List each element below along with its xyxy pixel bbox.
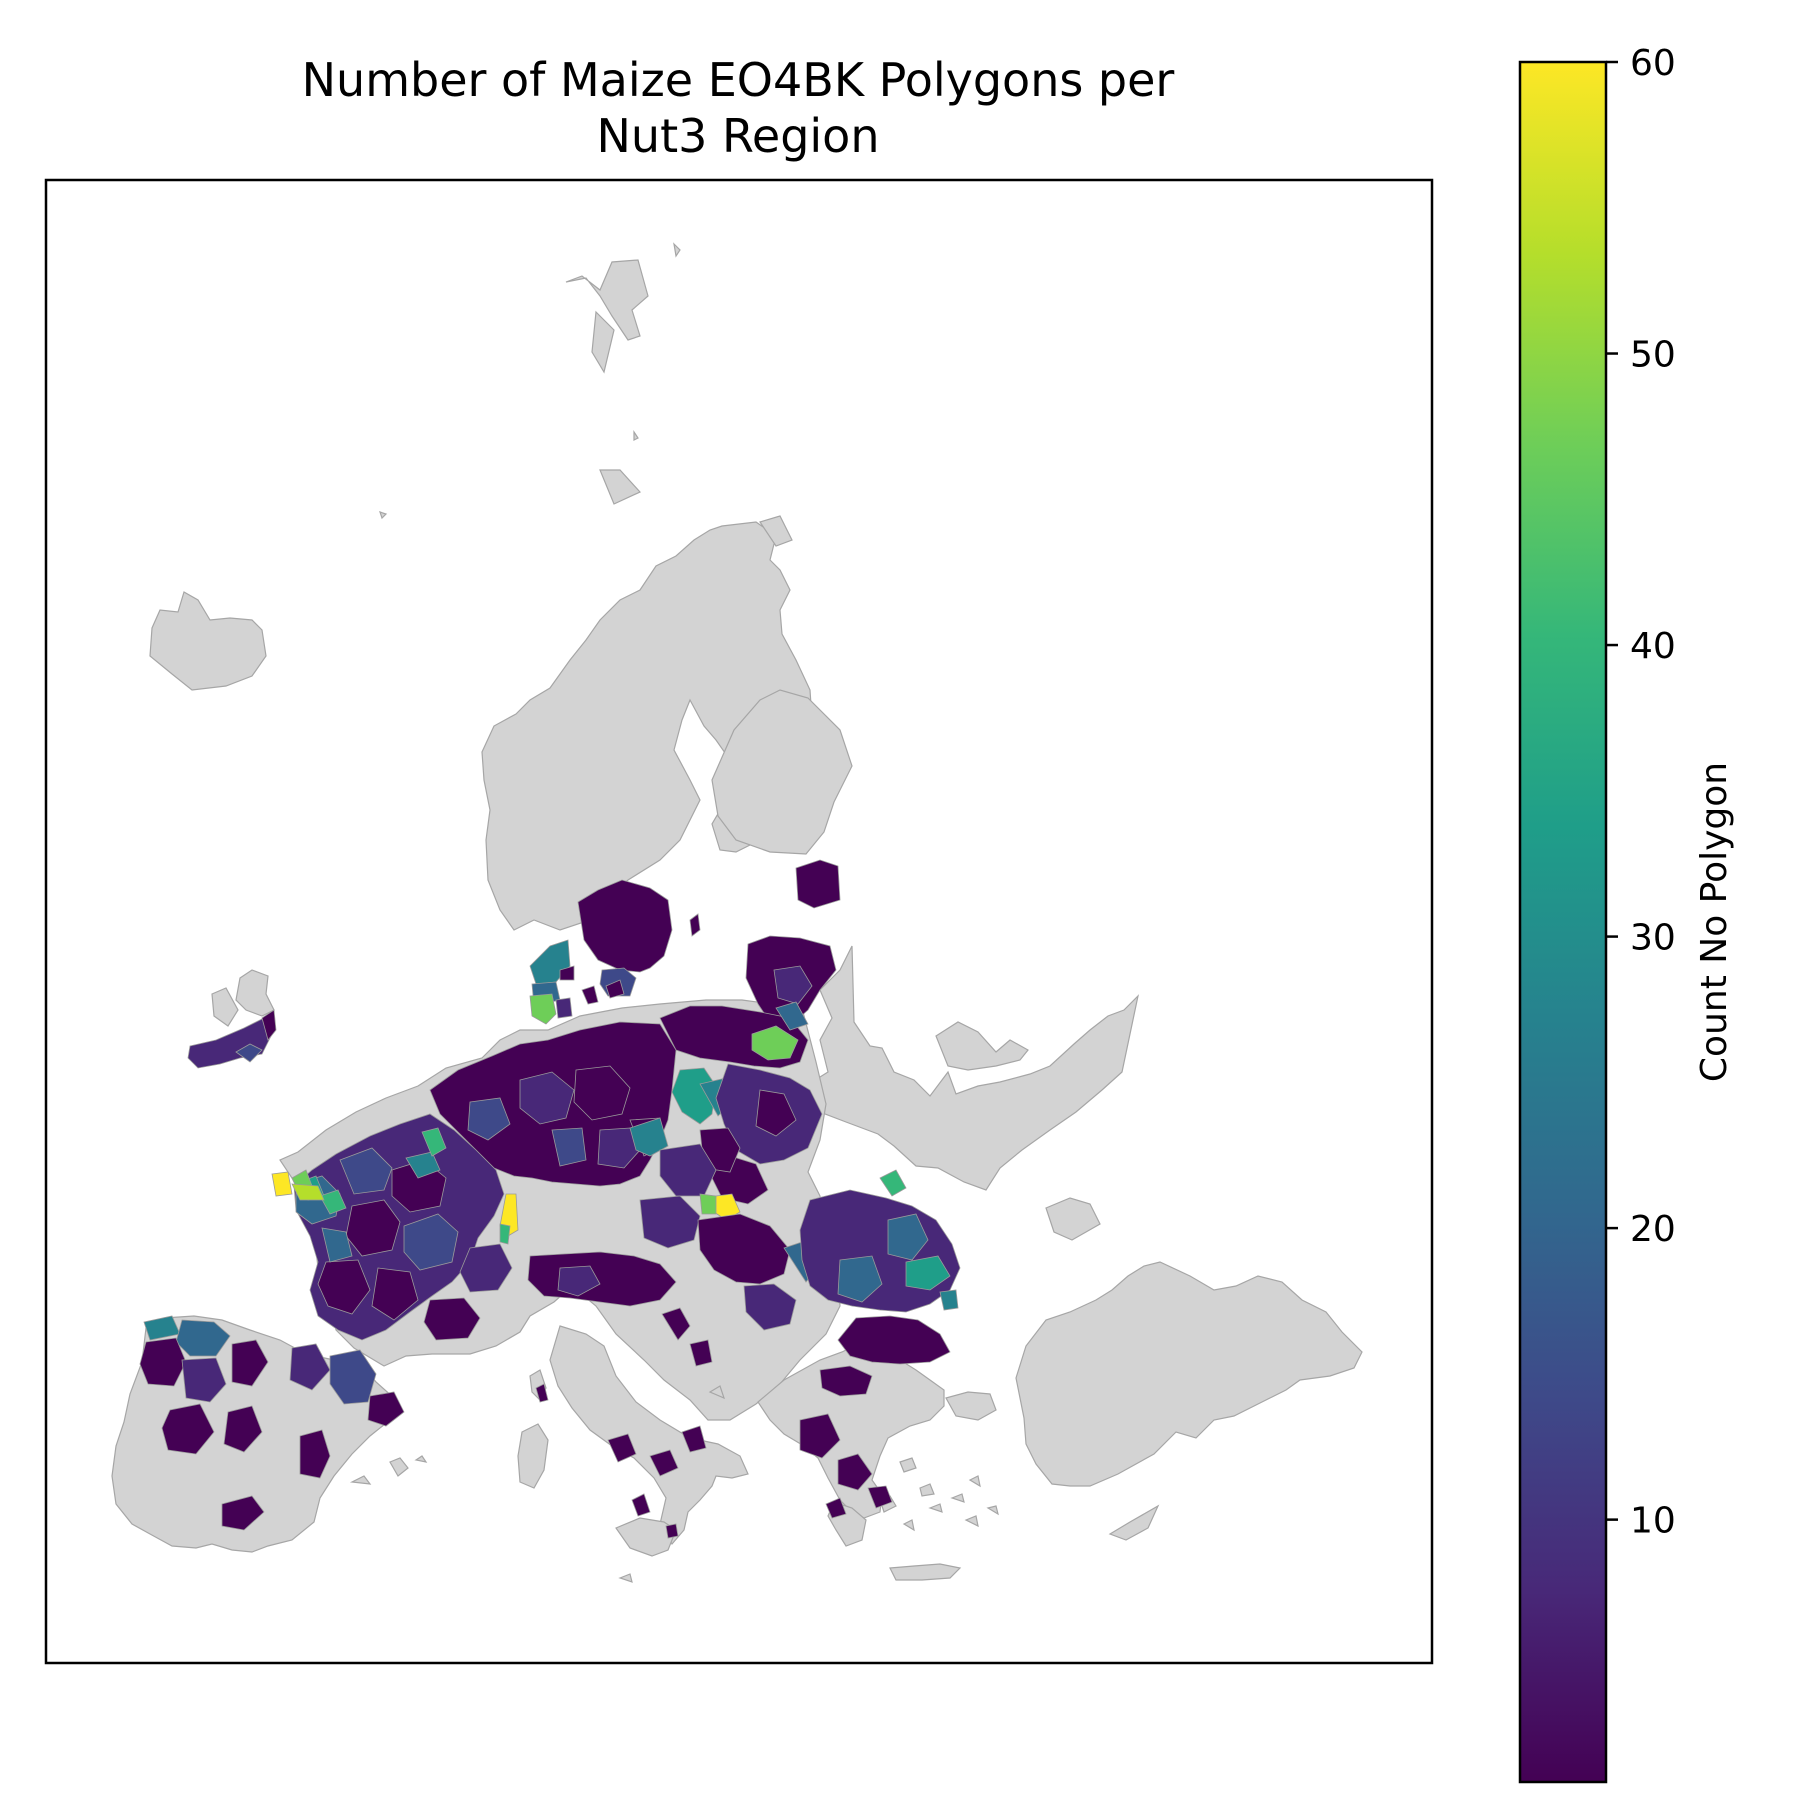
colorbar-gradient (1518, 60, 1608, 1784)
chart-title-line-2: Nut3 Region (597, 109, 880, 163)
colorbar-label: Count No Polygon (1694, 762, 1735, 1082)
map-panel (111, 242, 1363, 1583)
colorbar-tick-label: 50 (1630, 335, 1676, 376)
map-frame (44, 178, 1434, 1665)
colorbar: 10 20 30 40 50 60 Count No Polygon (1518, 43, 1735, 1784)
colorbar-tick-label: 30 (1630, 918, 1676, 959)
colorbar-tick-label: 40 (1630, 626, 1676, 667)
colorbar-tick-label: 20 (1630, 1209, 1676, 1250)
choropleth-regions (139, 859, 961, 1539)
colorbar-tick-label: 10 (1630, 1501, 1676, 1542)
colorbar-tick-label: 60 (1630, 43, 1676, 84)
chart-title-line-1: Number of Maize EO4BK Polygons per (302, 53, 1175, 107)
colorbar-ticks: 10 20 30 40 50 60 (1606, 43, 1676, 1542)
